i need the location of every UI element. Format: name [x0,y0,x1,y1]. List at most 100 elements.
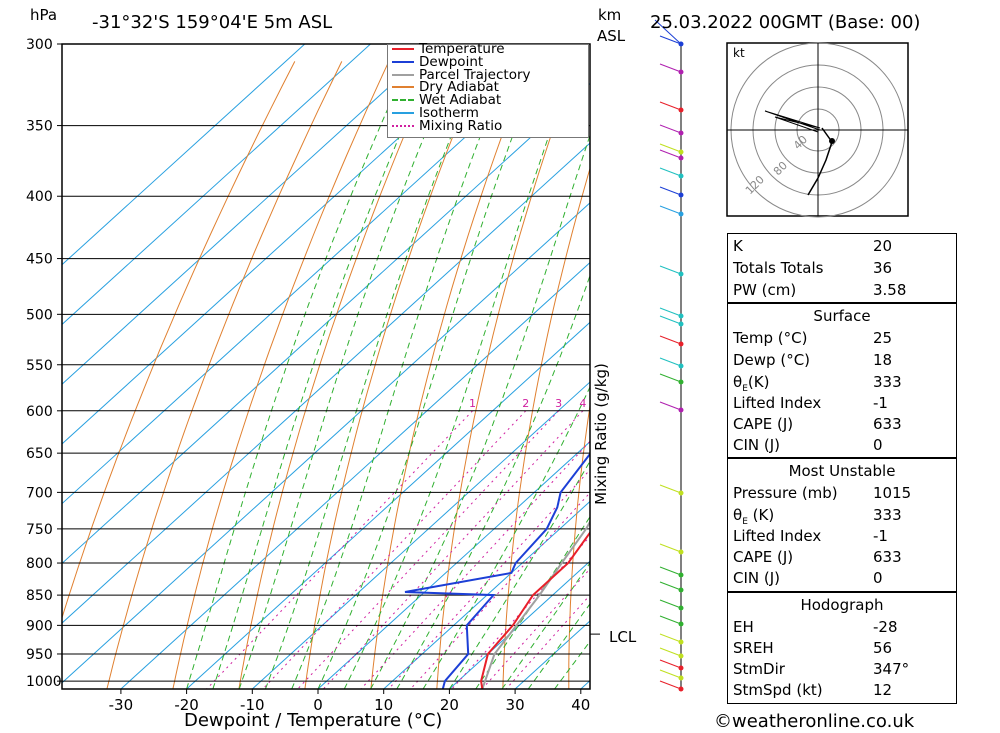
legend-swatch [392,99,414,102]
mixing-ratio-axis-title: Mixing Ratio (g/kg) [591,363,610,505]
km-label: km [598,6,622,24]
mu-theta-label: θE (K) [733,506,775,527]
wind-barb [659,659,682,669]
wet-adiabat-line [501,562,590,689]
wind-barb [659,149,682,159]
x-tick-label: -30 [109,696,134,714]
wind-barb [659,633,682,643]
hodograph-trace [807,127,833,196]
legend-item: Dewpoint [392,53,484,70]
surface-panel: Surface Temp (°C) 25 Dewp (°C) 18 θE(K) 333… [727,303,957,458]
legend-swatch [392,112,414,114]
mixing-ratio-label: 3 [555,397,562,410]
wind-barb [659,101,682,111]
dry-adiabat-line [172,61,390,689]
wind-barb [659,543,682,553]
hodograph-unit-label: kt [733,46,745,60]
pressure-tick-label: 800 [26,556,53,572]
isotherm-line [62,142,590,624]
wind-barb [659,124,682,134]
station-location: -31°32'S 159°04'E 5m ASL [92,12,333,33]
legend-label: Parcel Trajectory [419,66,531,83]
surface-cape-label: CAPE (J) [733,415,794,433]
legend-swatch [392,86,414,89]
mu-cin-label: CIN (J) [733,569,781,587]
totals-totals-label: Totals Totals [733,259,824,277]
storm-motion-marker [829,138,835,144]
isotherm-line [62,202,590,684]
mu-pressure-value: 1015 [873,484,912,502]
isotherm-line [383,500,590,689]
pressure-tick-label: 400 [26,189,53,205]
legend-swatch [392,60,414,63]
mixing-ratio-line [206,410,473,689]
hodograph-panel: Hodograph EH -28 SREH 56 StmDir 347° StmSpd… [727,592,957,704]
surface-dewp-value: 18 [873,351,893,369]
surface-theta-label: θE(K) [733,373,770,394]
eh-value: -28 [873,618,898,636]
mu-li-value: -1 [873,527,888,545]
pressure-tick-label: 450 [26,252,53,268]
k-index-value: 20 [873,237,893,255]
surface-cin-label: CIN (J) [733,436,781,454]
mu-cape-value: 633 [873,548,902,566]
legend-item: Parcel Trajectory [392,66,531,83]
copyright-footer: ©weatheronline.co.uk [714,711,915,732]
wind-barb [659,63,682,73]
asl-label: ASL [597,27,626,45]
isotherm-line [449,560,590,689]
surface-cape-value: 633 [873,415,902,433]
isotherm-line [62,44,371,326]
legend-item: Wet Adiabat [392,92,502,109]
wet-adiabat-line [370,133,590,689]
isotherm-line [251,381,590,689]
wet-adiabat-line [212,44,440,689]
legend-item: Mixing Ratio [392,119,502,133]
wind-barb [659,186,682,196]
pressure-tick-label: 850 [26,588,53,604]
wind-barb [659,566,682,576]
pressure-tick-label: 350 [26,119,53,135]
x-tick-label: 30 [506,696,525,714]
pressure-tick-label: 300 [26,37,53,53]
wet-adiabat-line [396,274,590,689]
mu-cin-value: 0 [873,569,883,587]
indices-panel: K 20 Totals Totals 36 PW (cm) 3.58 [727,233,957,303]
totals-totals-value: 36 [873,259,893,277]
chart-datetime: 25.03.2022 00GMT (Base: 00) [650,12,921,33]
eh-label: EH [733,618,754,636]
wind-barb [659,307,682,317]
pressure-tick-label: 1000 [26,674,62,690]
hodograph-title: Hodograph [800,596,884,614]
surface-temp-value: 25 [873,329,893,347]
pressure-tick-label: 500 [26,307,53,323]
x-tick-label: -20 [174,696,199,714]
wind-barb [659,335,682,345]
legend-label: Wet Adiabat [419,92,502,109]
x-tick-label: -10 [240,696,265,714]
pressure-tick-label: 950 [26,647,53,663]
legend-swatch [392,124,414,127]
surface-cin-value: 0 [873,436,883,454]
surface-li-label: Lifted Index [733,394,822,412]
mixing-ratio-line [505,594,590,689]
mixing-ratio-line [297,410,560,689]
x-tick-label: 20 [440,696,459,714]
dewpoint-line [404,451,590,689]
most-unstable-panel: Most Unstable Pressure (mb) 1015 θE (K) 33… [727,458,957,592]
pressure-tick-label: 650 [26,446,53,462]
dry-adiabat-line [238,61,437,689]
mixing-ratio-line [262,410,527,689]
wind-barb [659,484,682,494]
wind-barb [659,357,682,367]
pressure-tick-label: 550 [26,358,53,374]
plot-border [61,43,591,690]
dry-adiabat-line [502,166,590,689]
legend-label: Isotherm [419,105,479,121]
legend-label: Dewpoint [419,53,484,70]
x-tick-label: 0 [313,696,323,714]
stmdir-label: StmDir [733,660,785,678]
sreh-label: SREH [733,639,774,657]
